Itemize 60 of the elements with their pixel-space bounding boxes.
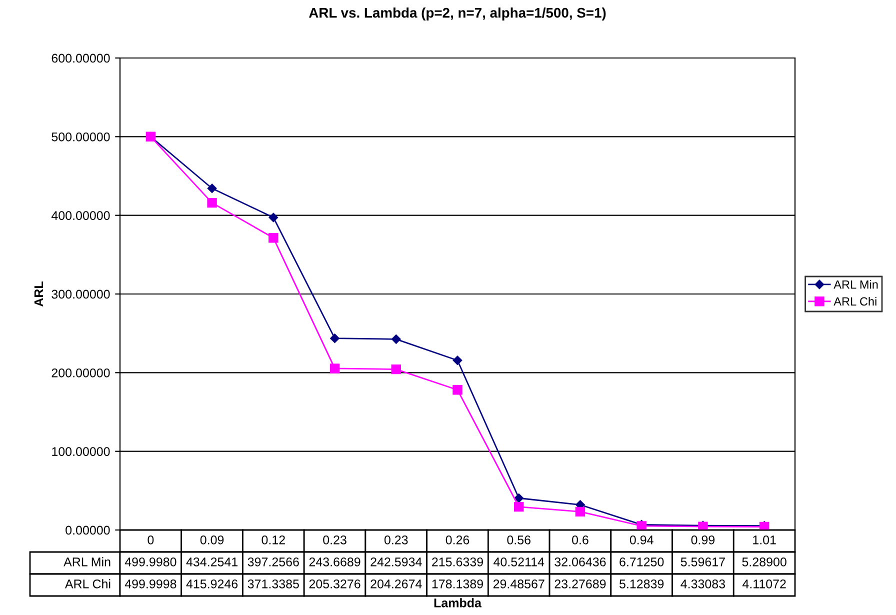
x-tick-label: 0.12	[262, 536, 285, 544]
point	[207, 198, 217, 208]
data-label: 242.5934	[370, 558, 422, 566]
y-tick-label: 600.00000	[52, 54, 110, 63]
data-label: 4.33083	[680, 580, 725, 588]
point	[268, 212, 278, 222]
x-tick-label: 0.26	[446, 536, 470, 544]
x-tick-label: 0	[148, 536, 154, 544]
point	[330, 334, 340, 343]
text: ARL Min	[64, 557, 110, 566]
text: ARL Chi	[64, 579, 110, 588]
point	[452, 385, 462, 395]
x-tick-label: 0.99	[691, 536, 715, 544]
point	[207, 184, 217, 194]
data-label: 397.2566	[248, 558, 299, 566]
data-label: 29.48567	[493, 580, 544, 588]
point	[330, 364, 340, 374]
data-label: 499.9980	[124, 558, 176, 566]
point	[392, 334, 401, 344]
x-tick-label: 0.09	[200, 536, 224, 544]
x-tick-label: 0.56	[507, 536, 530, 544]
point	[391, 364, 401, 374]
y-tick-label: 200.00000	[52, 368, 110, 378]
data-label: 5.28900	[742, 558, 786, 566]
y-axis-title: ARL	[34, 282, 44, 307]
y-tick-label: 500.00000	[52, 132, 110, 142]
point	[514, 494, 524, 503]
x-tick-label: 0.23	[323, 536, 346, 544]
data-label: 32.06436	[554, 558, 606, 566]
legend-label: ARL Min	[834, 280, 878, 289]
y-tick-label: 300.00000	[52, 290, 110, 299]
data-label: 415.9246	[186, 580, 238, 588]
point	[514, 502, 524, 512]
data-label: 215.6339	[432, 558, 483, 566]
y-tick-label: 0.00000	[66, 526, 110, 535]
data-label: 6.71250	[620, 558, 664, 566]
point	[452, 356, 462, 365]
chart-title: ARL vs. Lambda (p=2, n=7, alpha=1/500, S=1)	[308, 8, 606, 20]
data-label: 4.11072	[742, 580, 786, 588]
point	[575, 506, 586, 517]
data-label: 204.2674	[370, 580, 422, 588]
data-label: 178.1389	[432, 580, 483, 588]
x-tick-label: 0.94	[630, 536, 654, 544]
data-label: 5.59617	[680, 558, 725, 566]
data-label: 40.52114	[494, 558, 544, 566]
data-label: 499.9998	[124, 580, 176, 588]
data-label: 205.3276	[309, 580, 360, 588]
x-tick-label: 0.6	[572, 536, 588, 544]
x-tick-label: 1.01	[753, 536, 776, 544]
x-axis-title: Lambda	[434, 598, 482, 608]
legend-label: ARL Chi	[834, 296, 876, 306]
data-label: 243.6689	[309, 558, 360, 566]
data-label: 371.3385	[248, 580, 299, 588]
x-tick-label: 0.23	[384, 536, 408, 544]
point	[268, 233, 278, 243]
data-label: 5.12839	[620, 580, 664, 588]
data-label: 434.2541	[186, 558, 238, 566]
data-label: 23.27689	[554, 580, 606, 588]
y-tick-label: 400.00000	[51, 211, 110, 220]
y-tick-label: 100.00000	[52, 447, 110, 456]
